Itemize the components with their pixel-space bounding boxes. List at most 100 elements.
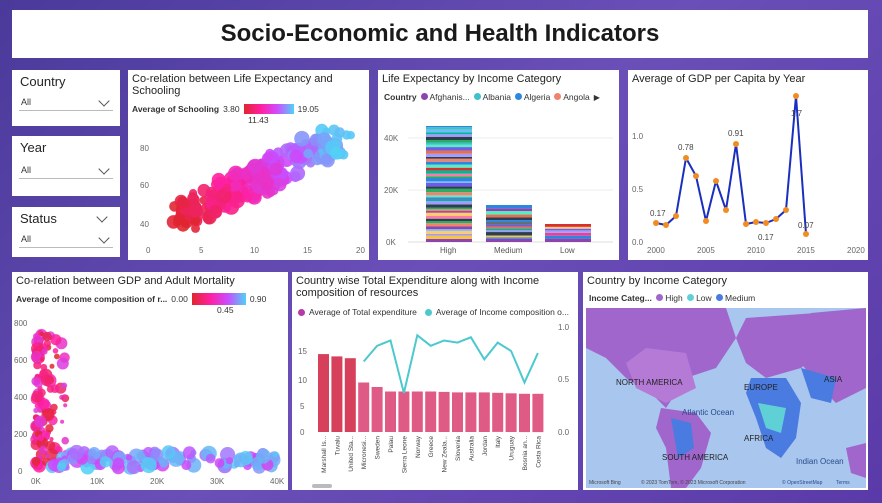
bar-segment[interactable] bbox=[426, 211, 472, 213]
bar-segment[interactable] bbox=[486, 222, 532, 225]
bar-segment[interactable] bbox=[426, 216, 472, 219]
expenditure-bar[interactable] bbox=[492, 392, 504, 432]
bar-segment[interactable] bbox=[426, 173, 472, 177]
bar-segment[interactable] bbox=[426, 212, 472, 216]
expenditure-bar[interactable] bbox=[371, 387, 383, 432]
bar-segment[interactable] bbox=[486, 211, 532, 215]
expenditure-bar[interactable] bbox=[385, 391, 396, 433]
bar-segment[interactable] bbox=[426, 127, 472, 130]
usa-region[interactable] bbox=[626, 348, 696, 403]
bar-segment[interactable] bbox=[426, 198, 472, 201]
bar-segment[interactable] bbox=[426, 192, 472, 196]
bar-segment[interactable] bbox=[426, 229, 472, 231]
bar-segment[interactable] bbox=[545, 232, 591, 236]
bar-segment[interactable] bbox=[545, 235, 591, 239]
bar-segment[interactable] bbox=[426, 209, 472, 212]
bar-segment[interactable] bbox=[426, 197, 472, 199]
line-point[interactable] bbox=[663, 222, 669, 228]
bar-segment[interactable] bbox=[426, 178, 472, 182]
bar-segment[interactable] bbox=[426, 230, 472, 234]
line-point[interactable] bbox=[783, 207, 789, 213]
bar-segment[interactable] bbox=[545, 228, 591, 231]
expenditure-bar[interactable] bbox=[519, 393, 530, 433]
bar-segment[interactable] bbox=[426, 153, 472, 157]
line-point[interactable] bbox=[743, 221, 749, 227]
bar-segment[interactable] bbox=[486, 205, 532, 209]
bar-segment[interactable] bbox=[545, 238, 591, 242]
bar-segment[interactable] bbox=[486, 217, 532, 221]
bar-segment[interactable] bbox=[426, 181, 472, 183]
expenditure-bar[interactable] bbox=[532, 393, 544, 433]
bar-segment[interactable] bbox=[426, 226, 472, 230]
australia-region[interactable] bbox=[846, 443, 866, 478]
horizontal-scrollbar[interactable] bbox=[312, 484, 332, 488]
legend-next-arrow[interactable]: ▶ bbox=[593, 92, 600, 102]
bar-segment[interactable] bbox=[426, 167, 472, 171]
expenditure-bar[interactable] bbox=[465, 392, 477, 432]
bar-segment[interactable] bbox=[426, 235, 472, 239]
expenditure-bar[interactable] bbox=[478, 392, 490, 432]
bar-segment[interactable] bbox=[426, 150, 472, 154]
bar-segment[interactable] bbox=[486, 230, 532, 233]
bar-segment[interactable] bbox=[426, 140, 472, 143]
expenditure-bar[interactable] bbox=[318, 354, 329, 432]
bar-segment[interactable] bbox=[486, 224, 532, 227]
bar-segment[interactable] bbox=[486, 238, 532, 242]
bar-segment[interactable] bbox=[426, 218, 472, 221]
bar-segment[interactable] bbox=[426, 182, 472, 187]
expenditure-bar[interactable] bbox=[358, 382, 370, 433]
chevron-down-icon[interactable] bbox=[98, 94, 110, 107]
bar-segment[interactable] bbox=[426, 170, 472, 174]
line-point[interactable] bbox=[773, 216, 779, 222]
bar-segment[interactable] bbox=[426, 158, 472, 162]
expenditure-bar[interactable] bbox=[344, 358, 356, 432]
bar-segment[interactable] bbox=[426, 238, 472, 242]
bar-segment[interactable] bbox=[426, 147, 472, 151]
bar-segment[interactable] bbox=[426, 221, 472, 224]
bar-segment[interactable] bbox=[486, 232, 532, 236]
line-point[interactable] bbox=[653, 220, 659, 226]
line-point[interactable] bbox=[693, 173, 699, 179]
line-point[interactable] bbox=[803, 231, 809, 237]
bar-segment[interactable] bbox=[426, 188, 472, 193]
bar-segment[interactable] bbox=[426, 164, 472, 168]
bar-segment[interactable] bbox=[486, 220, 532, 223]
line-point[interactable] bbox=[793, 93, 799, 99]
bar-segment[interactable] bbox=[426, 132, 472, 135]
expenditure-bar[interactable] bbox=[438, 391, 450, 432]
expenditure-bar[interactable] bbox=[331, 356, 343, 432]
line-point[interactable] bbox=[723, 207, 729, 213]
line-point[interactable] bbox=[673, 213, 679, 219]
bar-segment[interactable] bbox=[426, 142, 472, 145]
bar-segment[interactable] bbox=[426, 201, 472, 205]
line-point[interactable] bbox=[683, 155, 689, 161]
south-america-medium[interactable] bbox=[671, 418, 694, 458]
chevron-down-icon[interactable] bbox=[96, 211, 108, 223]
bar-segment[interactable] bbox=[486, 228, 532, 231]
chevron-down-icon[interactable] bbox=[98, 162, 110, 175]
bar-segment[interactable] bbox=[486, 237, 532, 239]
expenditure-bar[interactable] bbox=[411, 391, 423, 433]
africa-low[interactable] bbox=[758, 403, 786, 433]
country-dropdown[interactable]: All bbox=[19, 94, 113, 111]
bar-segment[interactable] bbox=[426, 126, 472, 128]
world-map[interactable]: NORTH AMERICA EUROPE ASIA Atlantic Ocean… bbox=[586, 308, 866, 488]
bar-segment[interactable] bbox=[426, 134, 472, 137]
bar-segment[interactable] bbox=[426, 161, 472, 165]
bar-segment[interactable] bbox=[545, 224, 591, 227]
expenditure-bar[interactable] bbox=[425, 391, 437, 433]
osm-link[interactable]: © OpenStreetMap bbox=[782, 479, 823, 486]
terms-link[interactable]: Terms bbox=[836, 480, 850, 486]
country-slicer[interactable]: Country All bbox=[12, 70, 120, 126]
bar-segment[interactable] bbox=[426, 233, 472, 236]
bar-segment[interactable] bbox=[426, 144, 472, 148]
line-point[interactable] bbox=[713, 178, 719, 184]
line-point[interactable] bbox=[703, 218, 709, 224]
bar-segment[interactable] bbox=[426, 186, 472, 189]
line-point[interactable] bbox=[763, 220, 769, 226]
line-point[interactable] bbox=[753, 219, 759, 225]
expenditure-bar[interactable] bbox=[452, 392, 463, 432]
bar-segment[interactable] bbox=[486, 208, 532, 212]
bar-segment[interactable] bbox=[486, 226, 532, 229]
status-dropdown[interactable]: All bbox=[19, 231, 113, 248]
